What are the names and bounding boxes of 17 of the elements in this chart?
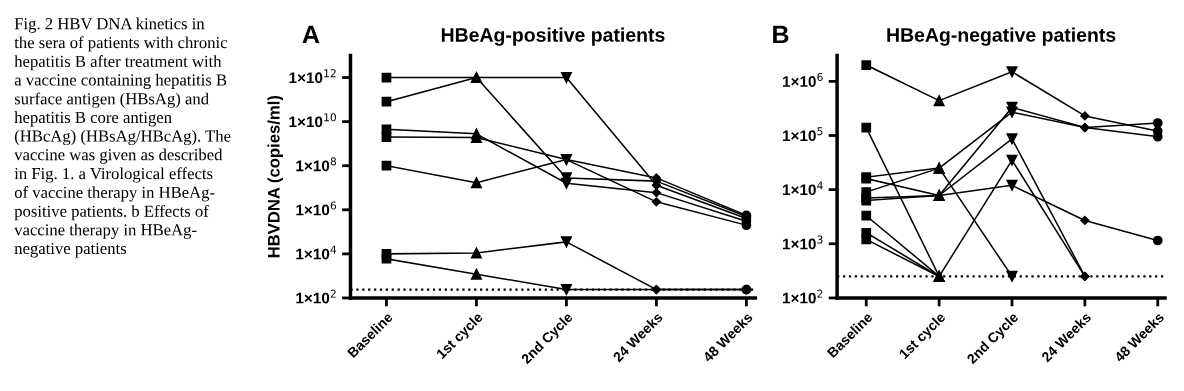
y-axis-title: HBVDNA (copies/ml) [267,95,283,258]
y-tick-label: 1×10$^{12}$ [289,69,336,84]
y-tick-label: 1×10$^{5}$ [782,127,823,142]
y-tick-label: 1×10$^{4}$ [782,181,823,196]
text: A [302,25,320,44]
y-tick-label: 1×10$^{6}$ [782,72,823,87]
y-tick-label: 1×10$^{2}$ [296,289,336,304]
y-tick-label: 1×10$^{10}$ [289,113,336,128]
chart-title: HBeAg-negative patients [887,27,1116,46]
y-tick-label: 1×10$^{3}$ [782,235,823,250]
y-tick-label: 1×10$^{8}$ [296,157,337,172]
text: B [773,25,789,44]
text: Fig. 2 HBV DNA kinetics in the sera of patients with chronic hepatitis B after treatment with a vaccine containing hepatitis B surface antigen (HBsAg) and hepatitis B core antigen (HBcAg) (HBsAg/HBcAg). The vaccine was given as described in Fig. 1. a Virological effects of vaccine therapy in HBeAg- positive patients. b Effects of vaccine therapy in HBeAg- negative patients [14,17,231,258]
y-tick-label: 1×10$^{2}$ [782,289,823,304]
y-tick-label: 1×10$^{4}$ [296,245,337,260]
chart-title: HBeAg-positive patients [441,27,665,46]
y-tick-label: 1×10$^{6}$ [296,201,337,216]
